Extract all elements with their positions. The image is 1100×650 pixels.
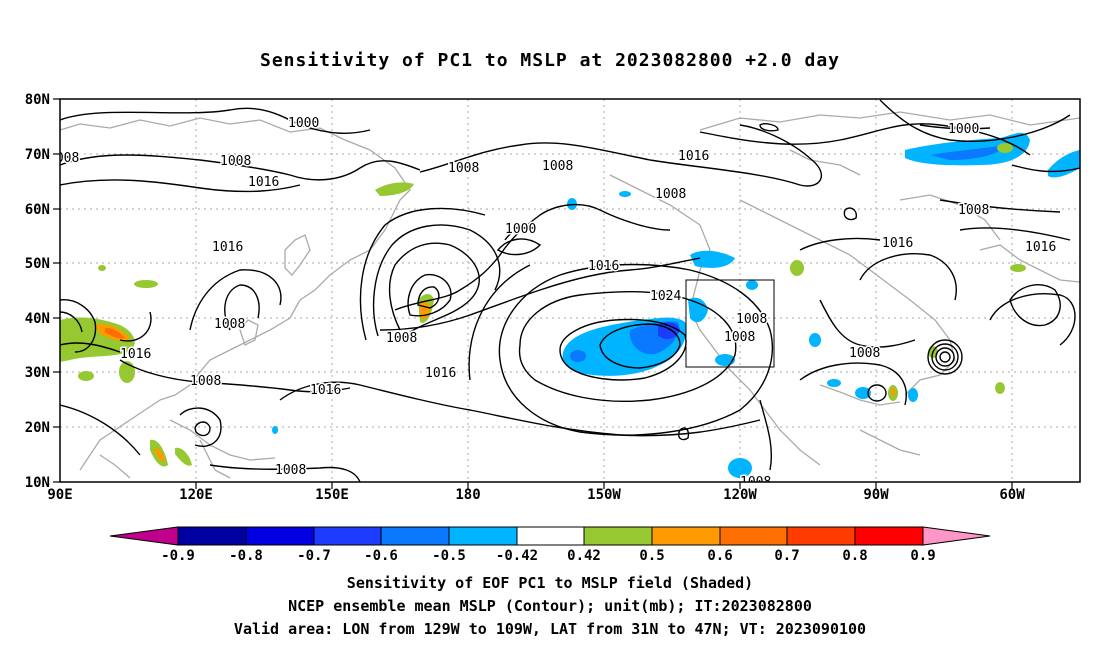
contour-label: 1008 (655, 187, 686, 202)
lat-label: 20N (25, 420, 50, 436)
colorbar-segment (583, 526, 653, 546)
colorbar-label: 0.5 (639, 548, 664, 564)
contour-label: 1008 (736, 312, 767, 327)
lon-label: 150W (587, 487, 621, 503)
colorbar-label: -0.8 (229, 548, 263, 564)
colorbar-segment (922, 526, 991, 546)
colorbar-segment (245, 526, 315, 546)
lat-label: 50N (25, 256, 50, 272)
contour-label: 1008 (849, 346, 880, 361)
contour-labels: 1000 1008 1008 1016 1008 1008 1016 1000 … (48, 115, 1058, 490)
lon-label: 90E (47, 487, 72, 503)
mslp-contours (60, 99, 1080, 482)
contour-label: 1016 (588, 259, 619, 274)
colorbar-label: 0.8 (842, 548, 867, 564)
shaded-sensitivity (60, 132, 1080, 478)
contour-label: 1008 (220, 154, 251, 169)
lat-label: 80N (25, 92, 50, 108)
contour-label: 1000 (948, 122, 979, 137)
contour-label: 1016 (425, 366, 456, 381)
contour-label: 1016 (248, 175, 279, 190)
colorbar-segment (719, 526, 788, 546)
contour-label: 1008 (724, 330, 755, 345)
lat-label: 70N (25, 147, 50, 163)
caption-shaded: Sensitivity of EOF PC1 to MSLP field (Sh… (346, 574, 754, 592)
colorbar-label: -0.7 (297, 548, 331, 564)
colorbar-segment (854, 526, 924, 546)
colorbar-segment (448, 526, 518, 546)
caption-valid-area: Valid area: LON from 129W to 109W, LAT f… (233, 620, 867, 638)
contour-label: 1008 (275, 463, 306, 478)
contour-label: 1016 (212, 240, 243, 255)
colorbar-segment (516, 526, 585, 546)
contour-label: 1016 (1025, 240, 1056, 255)
colorbar-label: -0.5 (432, 548, 466, 564)
colorbar-segment (109, 526, 179, 546)
contour-label: 1008 (48, 151, 79, 166)
colorbar-segment (313, 526, 382, 546)
contour-label: 1016 (678, 149, 709, 164)
colorbar-label: 0.6 (707, 548, 732, 564)
caption-contour: NCEP ensemble mean MSLP (Contour); unit(… (288, 597, 812, 615)
lat-label: 60N (25, 202, 50, 218)
colorbar-label: -0.6 (364, 548, 398, 564)
lat-label: 10N (25, 475, 50, 491)
colorbar-segment (177, 526, 247, 546)
lat-label: 30N (25, 365, 50, 381)
contour-label: 1008 (958, 203, 989, 218)
lon-label: 180 (455, 487, 480, 503)
lon-label: 150E (315, 487, 349, 503)
colorbar-segment (786, 526, 856, 546)
colorbar-label: -0.42 (496, 548, 538, 564)
valid-area-box (685, 279, 775, 368)
colorbar-label: 0.7 (774, 548, 799, 564)
contour-label: 1008 (542, 159, 573, 174)
contour-label: 1016 (882, 236, 913, 251)
lon-label: 90W (863, 487, 889, 503)
colorbar (109, 526, 991, 546)
chart-title: Sensitivity of PC1 to MSLP at 2023082800… (259, 50, 840, 71)
colorbar-segment (380, 526, 450, 546)
contour-label: 1008 (190, 374, 221, 389)
lon-label: 60W (999, 487, 1025, 503)
lat-label: 40N (25, 311, 50, 327)
contour-label: 1008 (386, 331, 417, 346)
contour-label: 1008 (214, 317, 245, 332)
lon-label: 120E (179, 487, 213, 503)
colorbar-label: 0.42 (567, 548, 601, 564)
contour-label: 1016 (120, 347, 151, 362)
lon-label: 120W (723, 487, 757, 503)
contour-label: 1024 (650, 289, 681, 304)
map-panel: 1000 1008 1008 1016 1008 1008 1016 1000 … (25, 92, 1081, 503)
colorbar-label: 0.9 (910, 548, 935, 564)
coastlines (60, 111, 1080, 479)
contour-label: 1008 (448, 161, 479, 176)
contour-label: 1000 (505, 222, 536, 237)
contour-label: 1008 (740, 475, 771, 490)
colorbar-label: -0.9 (161, 548, 195, 564)
colorbar-segment (651, 526, 721, 546)
contour-label: 1016 (310, 383, 341, 398)
contour-label: 1000 (288, 116, 319, 131)
